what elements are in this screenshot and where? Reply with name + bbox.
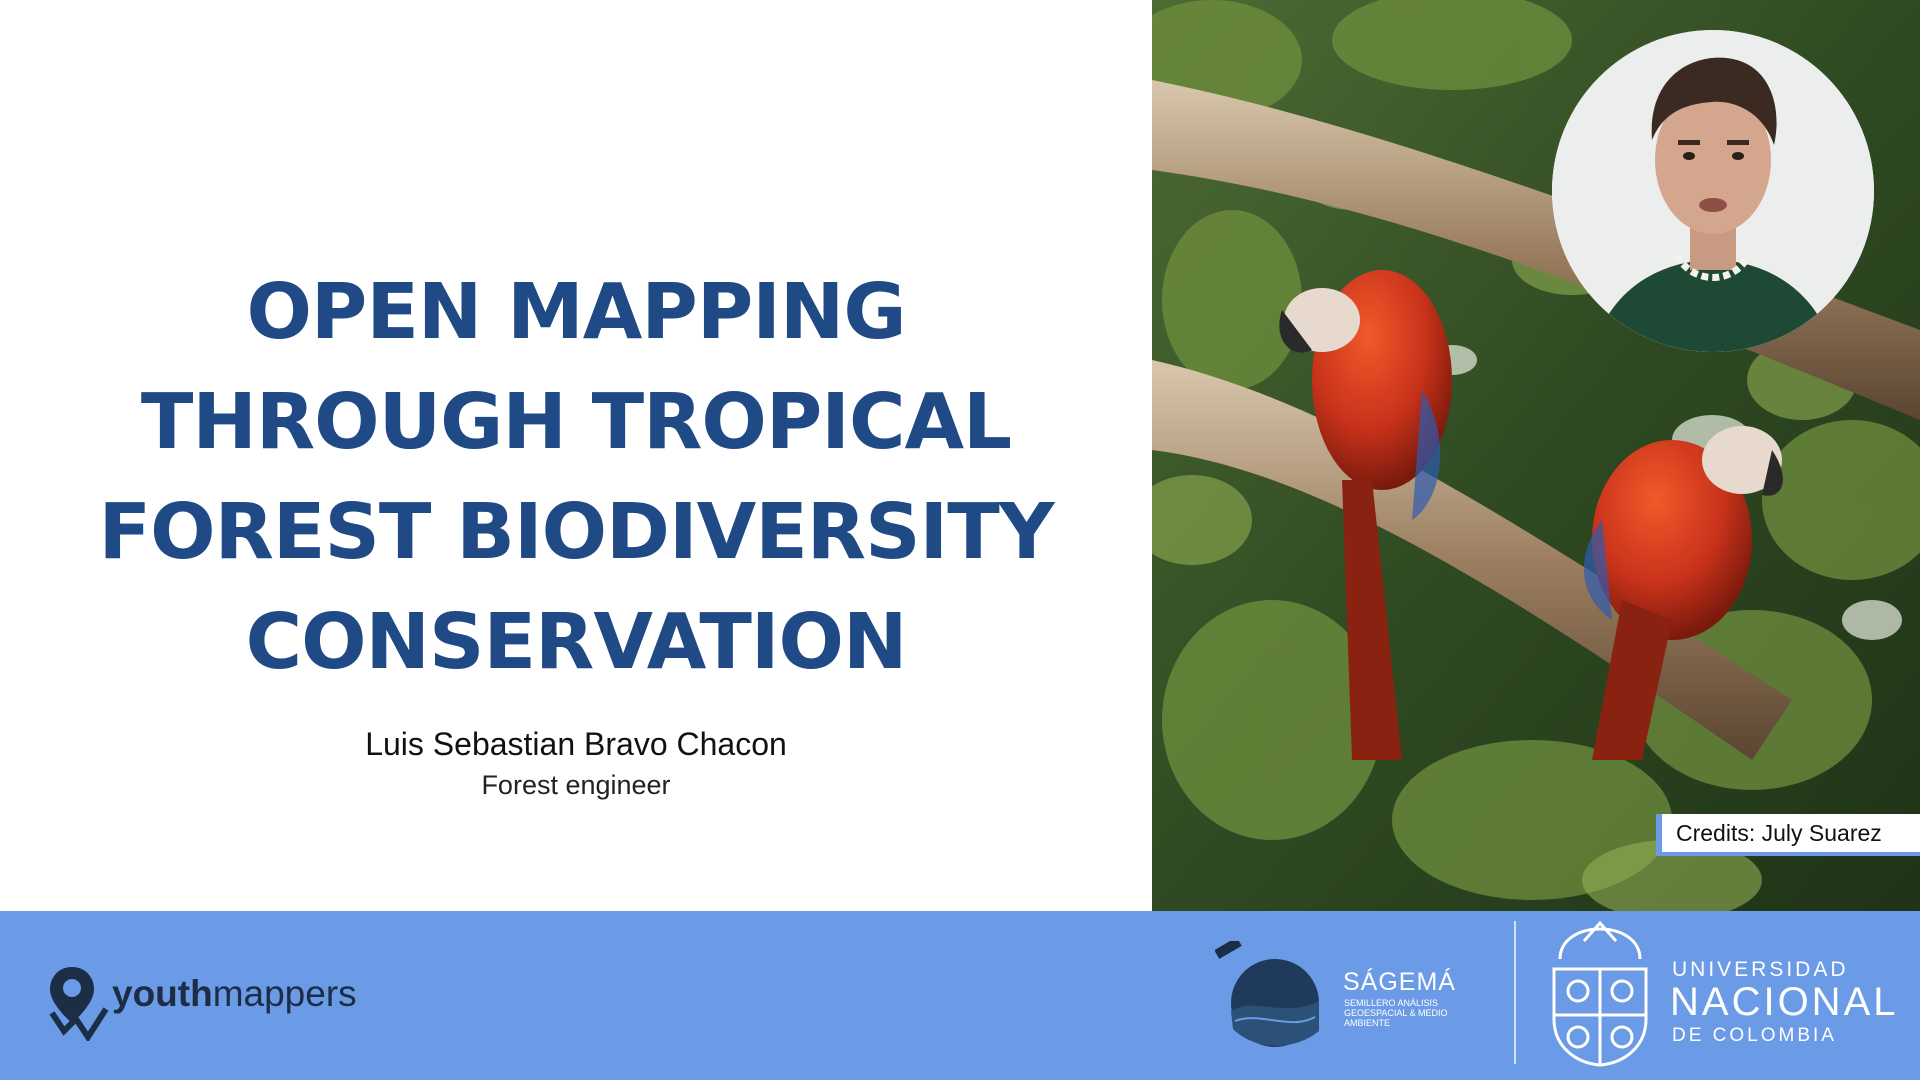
presenter-webcam — [1552, 30, 1874, 352]
slide-title: OPEN MAPPING THROUGH TROPICAL FOREST BIO… — [0, 258, 1152, 698]
footer-bar: youthmappers SÁGEMÁ Semillero Análisis G… — [0, 911, 1920, 1080]
unal-line-2: NACIONAL — [1670, 980, 1899, 1024]
title-line-1: OPEN MAPPING — [246, 268, 906, 357]
unal-line-3: DE COLOMBIA — [1672, 1025, 1837, 1046]
title-line-3: FOREST BIODIVERSITY — [98, 488, 1055, 577]
youthmappers-wordmark-regular: mappers — [212, 973, 357, 1014]
youthmappers-wordmark: youthmappers — [112, 973, 357, 1015]
sagema-logo-icon — [1215, 941, 1319, 1047]
sagema-subtitle: Semillero Análisis Geoespacial & Medio A… — [1344, 998, 1448, 1028]
slide-title-panel: OPEN MAPPING THROUGH TROPICAL FOREST BIO… — [0, 258, 1152, 800]
photo-credit: Credits: July Suarez — [1656, 814, 1920, 856]
footer-divider — [1514, 921, 1516, 1064]
sagema-name: SÁGEMÁ — [1343, 968, 1456, 996]
unal-line-1: UNIVERSIDAD — [1672, 958, 1849, 981]
presenter-avatar-icon — [1552, 30, 1874, 352]
unal-seal-icon — [1552, 920, 1648, 1067]
youthmappers-logo-icon — [49, 967, 109, 1041]
author-name: Luis Sebastian Bravo Chacon — [365, 726, 787, 762]
youthmappers-wordmark-bold: youth — [112, 973, 213, 1014]
title-line-2: THROUGH TROPICAL — [140, 378, 1012, 467]
author-role: Forest engineer — [481, 770, 671, 800]
title-line-4: CONSERVATION — [245, 598, 908, 687]
